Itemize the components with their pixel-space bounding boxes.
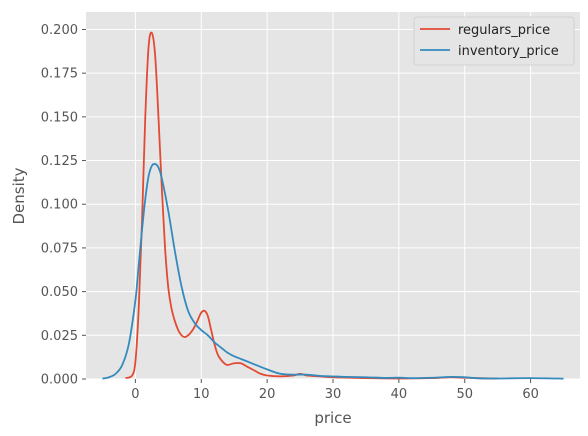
legend: regulars_price inventory_price (414, 17, 574, 65)
x-tick-label: 10 (193, 387, 210, 402)
x-tick-label: 0 (131, 387, 139, 402)
x-axis-ticks: 0 10 20 30 40 50 60 (131, 379, 539, 402)
x-axis-label: price (314, 409, 351, 427)
x-tick-label: 60 (522, 387, 539, 402)
y-tick-label: 0.175 (41, 67, 78, 82)
x-tick-label: 50 (456, 387, 473, 402)
x-tick-label: 40 (391, 387, 408, 402)
y-tick-label: 0.150 (41, 110, 78, 125)
y-tick-label: 0.075 (41, 241, 78, 256)
legend-label-inventory-price: inventory_price (458, 44, 559, 59)
y-tick-label: 0.125 (41, 154, 78, 169)
y-tick-label: 0.025 (41, 329, 78, 344)
legend-label-regulars-price: regulars_price (458, 23, 550, 38)
x-tick-label: 20 (259, 387, 276, 402)
y-axis-ticks: 0.000 0.025 0.050 0.075 0.100 0.125 0.150 0.175… (41, 23, 86, 388)
y-tick-label: 0.000 (41, 373, 78, 388)
y-tick-label: 0.050 (41, 285, 78, 300)
y-axis-label: Density (10, 167, 28, 224)
y-tick-label: 0.200 (41, 23, 78, 38)
x-tick-label: 30 (325, 387, 342, 402)
y-tick-label: 0.100 (41, 198, 78, 213)
